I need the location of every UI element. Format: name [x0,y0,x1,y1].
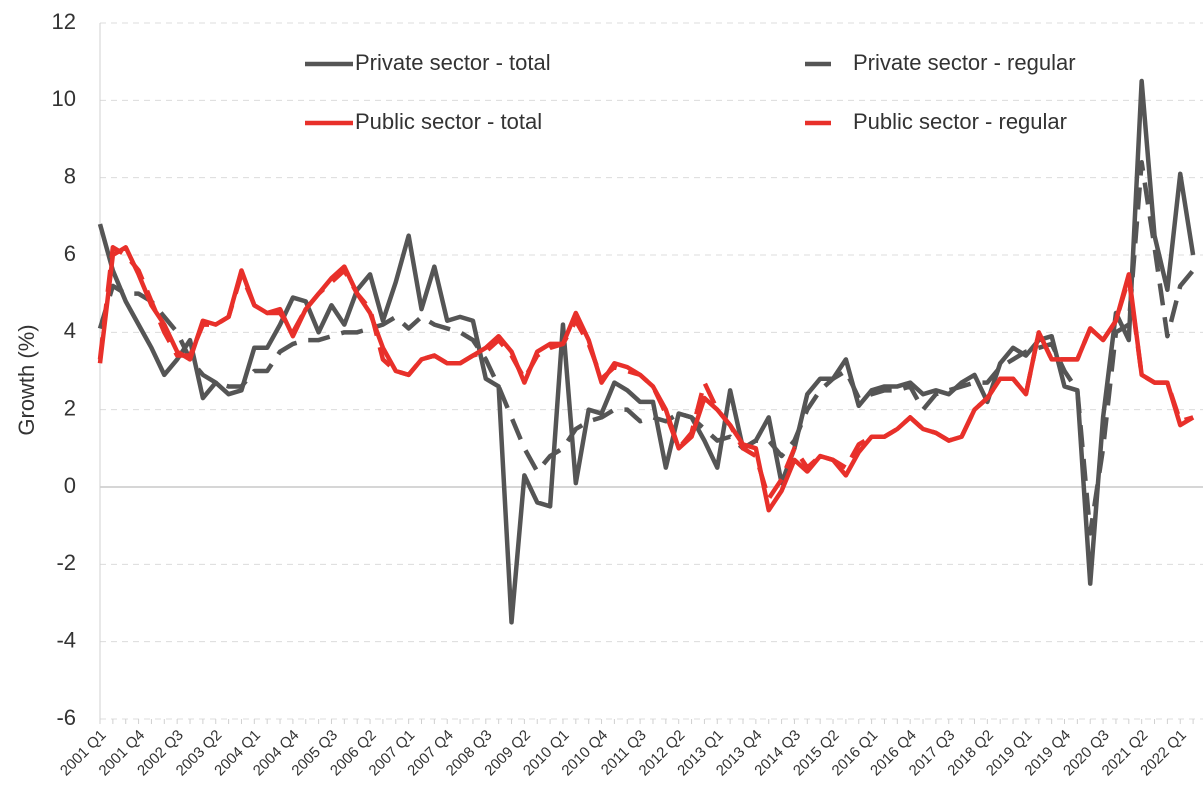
y-tick-label: -2 [56,550,76,575]
y-tick-label: 8 [64,163,76,188]
series-line [97,245,1194,501]
y-tick-label: 6 [64,241,76,266]
series-line [97,78,1196,625]
y-axis-label: Growth (%) [14,324,39,435]
y-tick-label: 0 [64,473,76,498]
series-line [97,159,1195,536]
y-tick-label: -4 [56,627,76,652]
legend-bg [800,107,1135,139]
legend-label: Public sector - regular [853,109,1067,134]
legend-label: Private sector - regular [853,50,1076,75]
y-tick-label: 10 [52,86,76,111]
legend-label: Private sector - total [355,50,551,75]
legend-label: Public sector - total [355,109,542,134]
y-tick-label: -6 [56,705,76,730]
y-tick-label: 2 [64,395,76,420]
y-tick-label: 12 [52,9,76,34]
legend-bg [800,48,1135,80]
y-tick-label: 4 [64,318,76,343]
